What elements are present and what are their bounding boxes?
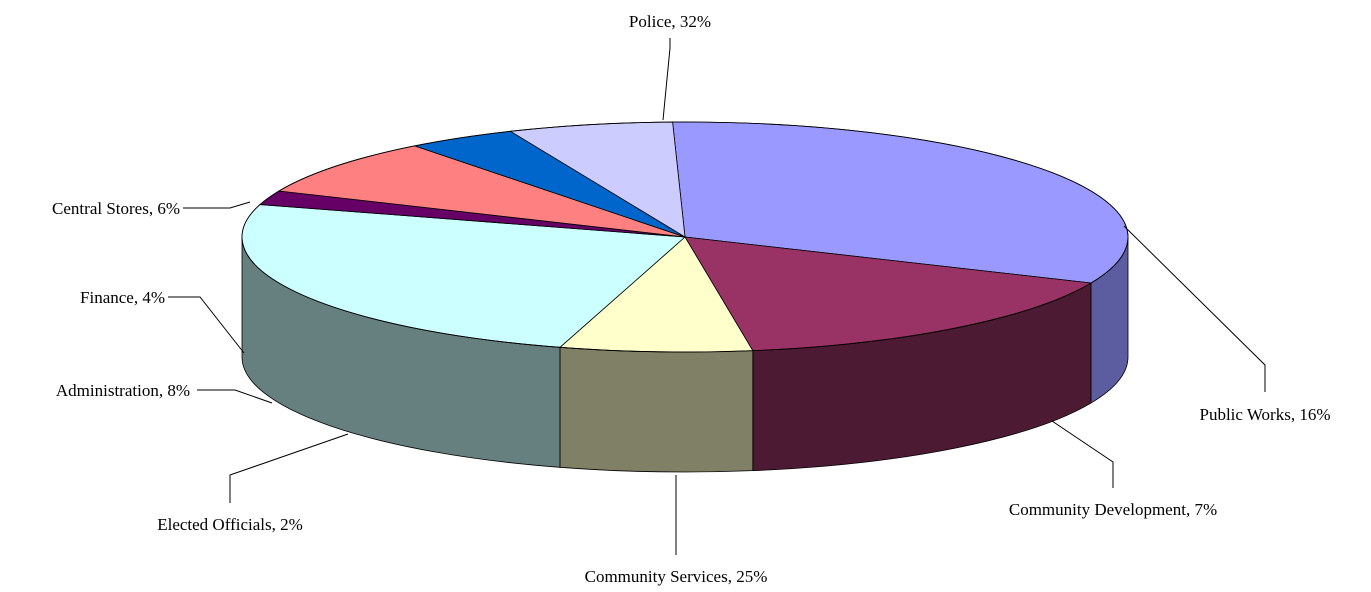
leader-line-elected-officials — [229, 433, 349, 503]
data-label-central-stores: Central Stores, 6% — [52, 199, 180, 218]
pie-rim — [241, 121, 1129, 353]
data-label-finance: Finance, 4% — [80, 288, 165, 307]
data-label-police: Police, 32% — [629, 12, 711, 31]
leader-line-finance — [168, 296, 245, 354]
data-label-community-development: Community Development, 7% — [1009, 500, 1217, 519]
data-label-administration: Administration, 8% — [56, 381, 190, 400]
pie-top-faces — [241, 121, 1129, 353]
data-label-elected-officials: Elected Officials, 2% — [157, 515, 303, 534]
leader-line-administration — [197, 389, 273, 404]
data-labels: Police, 32% Public Works, 16% Community De… — [52, 12, 1330, 586]
pie-side-walls — [241, 236, 1129, 473]
leader-lines — [168, 38, 1266, 555]
leader-line-community-development — [1051, 420, 1114, 488]
slice-side-community-development — [559, 346, 754, 473]
leader-line-public-works — [1123, 225, 1266, 392]
data-label-community-services: Community Services, 25% — [585, 567, 768, 586]
leader-line-police — [662, 38, 671, 121]
data-label-public-works: Public Works, 16% — [1199, 405, 1330, 424]
leader-line-central-stores — [183, 201, 251, 209]
